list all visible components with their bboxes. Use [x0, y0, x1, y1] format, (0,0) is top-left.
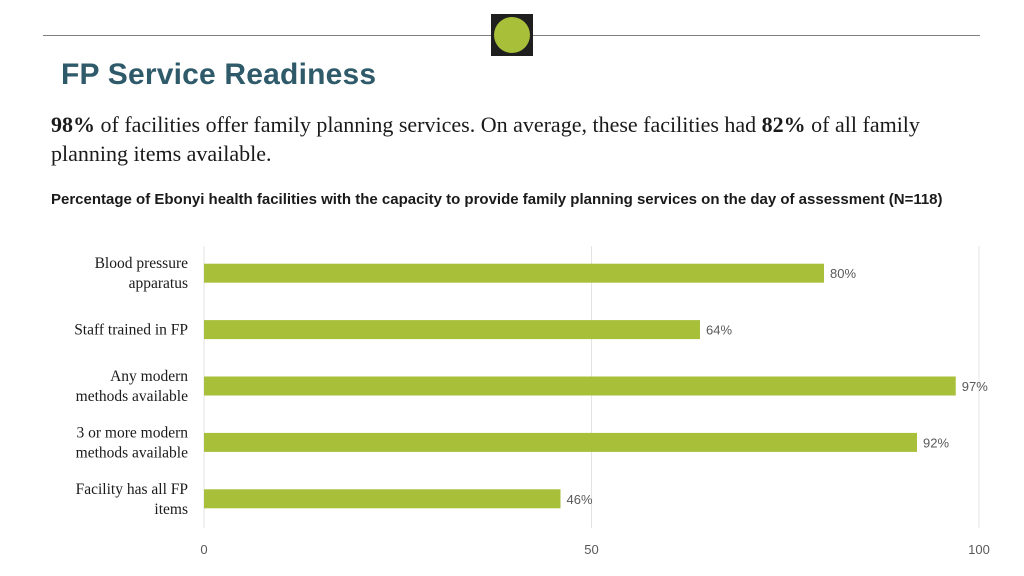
page-title: FP Service Readiness [61, 58, 377, 91]
chart-title: Percentage of Ebonyi health facilities w… [51, 191, 943, 208]
data-label-0: 80% [830, 266, 856, 281]
data-label-2: 97% [962, 379, 988, 394]
data-label-1: 64% [706, 323, 732, 338]
category-label-2-line-1: methods available [76, 388, 188, 405]
category-label-4: Facility has all FP items [76, 481, 188, 518]
category-label-3-line-1: methods available [76, 444, 188, 461]
category-label-2-line-0: Any modern [110, 368, 188, 385]
data-label-3: 92% [923, 435, 949, 450]
category-label-0-line-1: apparatus [129, 275, 188, 292]
category-label-3: 3 or more modern methods available [76, 424, 189, 461]
summary-text-a: of facilities offer family planning serv… [95, 112, 762, 137]
category-label-1-line-0: Staff trained in FP [74, 322, 188, 339]
bar-1 [204, 320, 700, 340]
category-label-3-line-0: 3 or more modern [77, 424, 189, 441]
bar-0 [204, 263, 824, 283]
category-label-2: Any modern methods available [76, 368, 189, 405]
category-label-0-line-0: Blood pressure [95, 255, 189, 272]
x-tick-label-2: 100 [968, 542, 990, 557]
summary-text: 98% of facilities offer family planning … [51, 110, 951, 168]
green-circle-logo-icon [494, 17, 530, 53]
category-label-0: Blood pressure apparatus [95, 255, 189, 292]
summary-pct-items: 82% [761, 112, 806, 137]
summary-text-b: of all family planning items available. [51, 112, 920, 166]
bar-2 [204, 376, 956, 396]
data-label-4: 46% [567, 492, 593, 507]
bar-4 [204, 489, 561, 509]
summary-pct-offer: 98% [51, 112, 95, 137]
x-tick-label-0: 0 [200, 542, 207, 557]
logo [491, 14, 533, 56]
x-tick-label-1: 50 [584, 542, 598, 557]
bar-3 [204, 432, 917, 452]
category-label-4-line-0: Facility has all FP [76, 481, 188, 498]
category-label-4-line-1: items [154, 501, 188, 518]
category-label-1: Staff trained in FP [74, 322, 188, 339]
